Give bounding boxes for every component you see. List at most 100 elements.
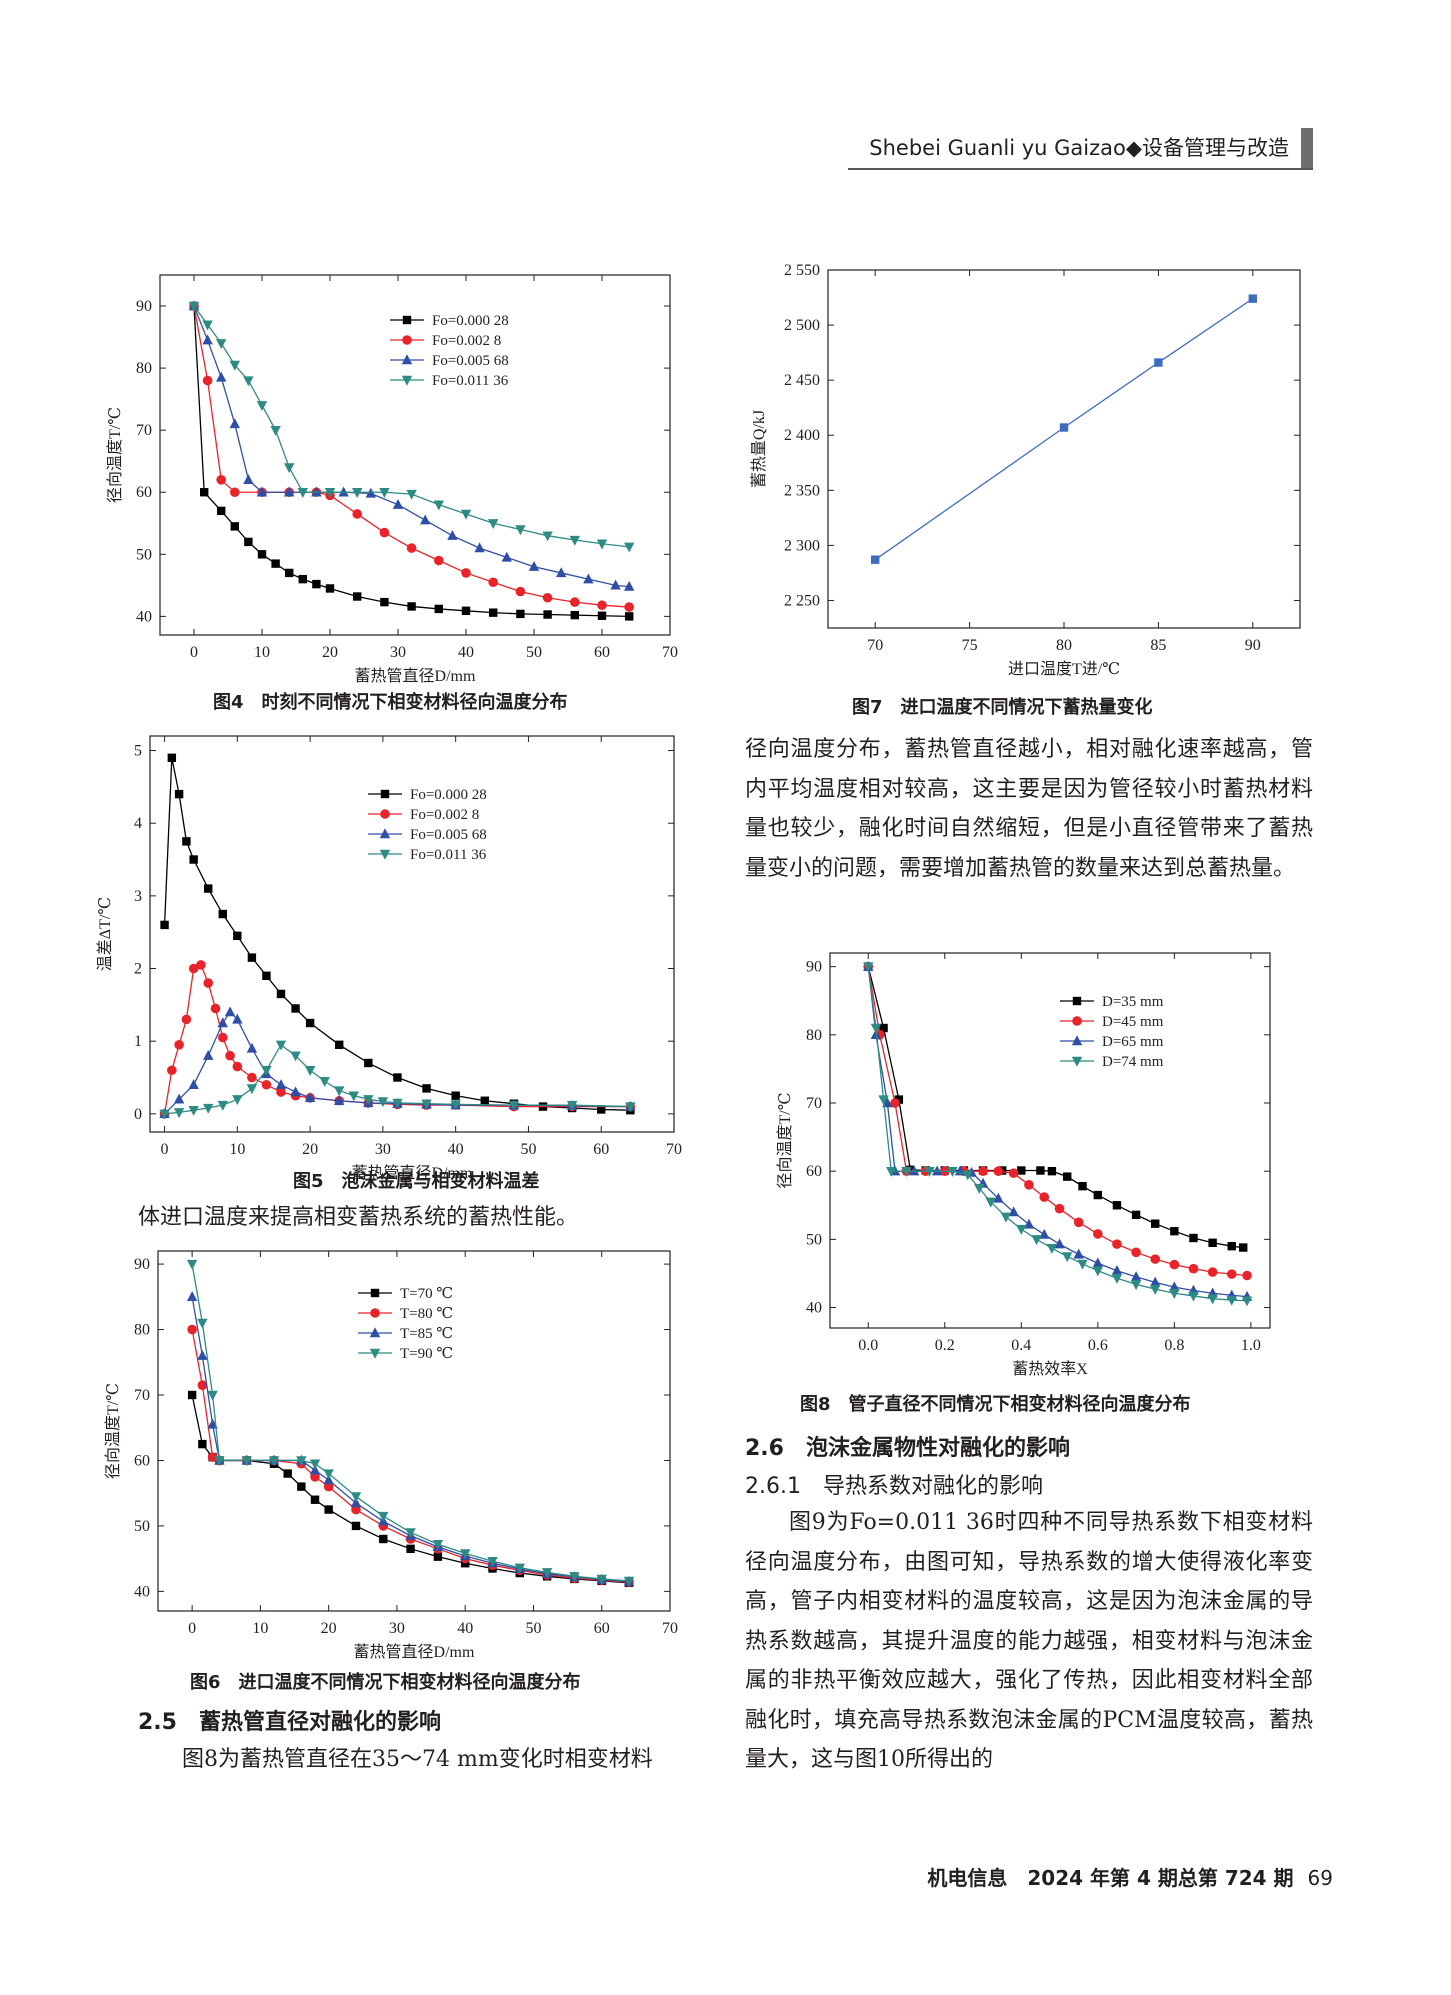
- series-4: [186, 1259, 635, 1587]
- data-point: [978, 1166, 988, 1176]
- data-point: [323, 1469, 334, 1480]
- data-point: [1062, 1252, 1073, 1263]
- data-point: [1188, 1291, 1199, 1302]
- data-point: [392, 498, 404, 509]
- data-point: [1227, 1241, 1236, 1251]
- data-point: [570, 597, 580, 607]
- data-point: [597, 611, 607, 620]
- series-line: [874, 298, 1254, 561]
- x-tick-label: 70: [662, 644, 678, 661]
- data-point: [434, 555, 444, 566]
- y-tick-label: 3: [134, 888, 142, 905]
- data-point: [1150, 1276, 1161, 1287]
- data-point: [422, 1084, 431, 1093]
- data-point: [882, 1097, 893, 1108]
- data-point: [167, 1065, 177, 1076]
- data-point: [304, 1066, 316, 1076]
- legend: Fo=0.000 28 Fo=0.002 8 Fo=0.005 68 Fo=0.011…: [390, 313, 509, 389]
- figure-7-svg: 70 75 80 85 90 2 250 2 300 2 350 2 400 2 450 2 500…: [750, 262, 1301, 678]
- data-point: [275, 1079, 287, 1089]
- data-point: [323, 1474, 334, 1485]
- y-tick-label: 70: [136, 422, 152, 439]
- data-point: [890, 1098, 900, 1108]
- x-axis-label: 蓄热管直径D/mm: [355, 667, 476, 685]
- data-point: [167, 753, 177, 762]
- paragraph-right-1-text: 径向温度分布，蓄热管直径越小，相对融化速率越高，管内平均温度相对较高，这主要是因…: [745, 737, 1313, 881]
- data-point: [1017, 1166, 1026, 1175]
- data-point: [230, 487, 240, 498]
- y-tick-label: 2 400: [784, 427, 820, 444]
- legend-marker: [1071, 1056, 1083, 1067]
- data-point: [353, 592, 362, 601]
- data-point: [1093, 1190, 1103, 1200]
- data-point: [229, 418, 240, 429]
- data-point: [379, 1534, 388, 1544]
- series-3: [863, 960, 1253, 1301]
- data-point: [1241, 1296, 1253, 1307]
- data-point: [197, 1350, 208, 1360]
- x-axis-label: 蓄热管直径D/mm: [354, 1643, 475, 1661]
- data-point: [908, 1165, 920, 1176]
- legend-marker: [401, 375, 413, 386]
- data-point: [217, 1017, 228, 1028]
- y-tick-label: 40: [136, 608, 152, 625]
- data-point: [1073, 1217, 1084, 1228]
- series-2: [863, 961, 1252, 1281]
- data-point: [542, 592, 553, 603]
- fig8-axes: 0.0 0.2 0.4 0.6 0.8 1.0 40 50 60 70 80 90 蓄热效率X 径向温度T…: [776, 952, 1271, 1378]
- data-point: [351, 1521, 361, 1531]
- x-tick-label: 20: [322, 644, 338, 661]
- data-point: [246, 1042, 258, 1053]
- data-point: [350, 1492, 362, 1503]
- data-point: [309, 1459, 321, 1470]
- legend-label: Fo=0.000 28: [432, 313, 509, 329]
- data-point: [291, 1004, 300, 1013]
- data-point: [1151, 1219, 1160, 1228]
- data-point: [174, 1040, 184, 1050]
- data-point: [268, 1456, 280, 1467]
- data-point: [229, 360, 240, 371]
- data-point: [894, 1095, 904, 1104]
- legend-label: D=65 mm: [1102, 1034, 1164, 1050]
- y-tick-label: 70: [806, 1095, 822, 1112]
- y-tick-label: 70: [134, 1387, 150, 1404]
- fig4-axes: 0 10 20 30 40 50 60 70 40 50 60 70 80 90 蓄热管直径D/mm 径向温度…: [106, 274, 678, 685]
- legend-marker: [1072, 996, 1082, 1006]
- data-point: [1112, 1201, 1122, 1210]
- y-tick-label: 1: [134, 1033, 142, 1050]
- y-tick-label: 80: [806, 1027, 822, 1044]
- figure-7-chart: 70 75 80 85 90 2 250 2 300 2 350 2 400 2 450 2 500…: [748, 260, 1318, 690]
- data-point: [233, 931, 242, 941]
- y-tick-label: 90: [136, 298, 152, 315]
- series-4: [188, 301, 635, 553]
- data-point: [406, 1544, 415, 1554]
- data-point: [319, 1076, 330, 1087]
- data-point: [1054, 1203, 1065, 1214]
- data-point: [217, 506, 226, 516]
- series-line: [191, 1329, 630, 1583]
- data-point: [1054, 1238, 1065, 1249]
- data-point: [1226, 1269, 1237, 1279]
- section-2-5-heading: 2.5 蓄热管直径对融化的影响: [138, 1710, 441, 1735]
- data-point: [181, 1014, 192, 1025]
- data-point: [1248, 294, 1257, 303]
- data-point: [202, 320, 213, 331]
- running-header: Shebei Guanli yu Gaizao◆设备管理与改造: [848, 128, 1313, 170]
- y-tick-label: 60: [136, 484, 152, 501]
- legend-marker: [369, 1348, 381, 1359]
- x-tick-label: 0.6: [1088, 1337, 1108, 1354]
- data-point: [312, 579, 321, 589]
- data-point: [488, 577, 499, 588]
- data-point: [196, 960, 206, 970]
- data-point: [863, 962, 874, 973]
- data-point: [244, 537, 253, 547]
- series-1: [187, 1390, 634, 1588]
- data-point: [189, 855, 198, 864]
- fig5-axes: 0 10 20 30 40 50 60 70 0 1 2 3 4 5 蓄热管直径D/mm 温差ΔT/℃ Fo=0…: [96, 735, 682, 1182]
- data-point: [480, 1096, 489, 1105]
- data-point: [528, 561, 540, 571]
- data-point: [283, 1469, 292, 1478]
- y-axis-label: 径向温度T/℃: [776, 1092, 794, 1188]
- data-point: [200, 488, 209, 497]
- data-point: [1093, 1229, 1103, 1239]
